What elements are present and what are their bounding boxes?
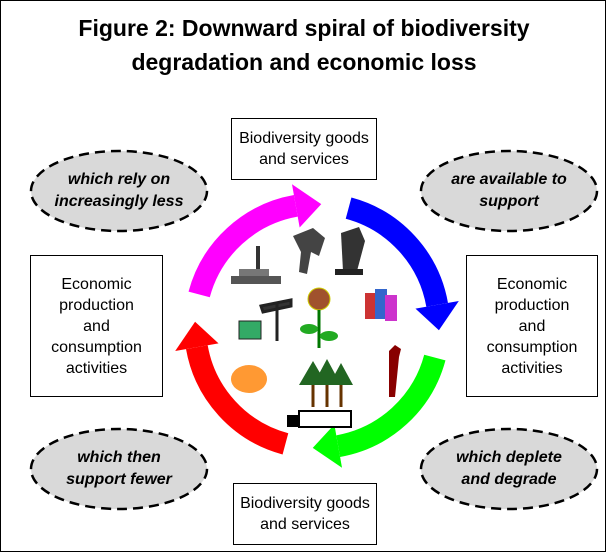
ring-arrow <box>349 208 438 305</box>
diagram: Figure 2: Downward spiral of biodiversit… <box>0 0 606 552</box>
oval-text: which rely on increasingly less <box>37 161 201 221</box>
ring-arrow <box>197 347 286 444</box>
box-text: Economic production and consumption acti… <box>482 274 582 379</box>
icons <box>231 227 401 427</box>
box-text: Economic production and consumption acti… <box>47 274 147 379</box>
ring-arrow <box>313 424 342 467</box>
box-top: Biodiversity goods and services <box>231 118 377 180</box>
box-text: Biodiversity goods and services <box>234 128 374 170</box>
box-right: Economic production and consumption acti… <box>466 255 598 397</box>
box-bottom: Biodiversity goods and services <box>233 483 377 545</box>
box-text: Biodiversity goods and services <box>235 493 375 535</box>
oval-text: which then support fewer <box>47 439 191 499</box>
box-left: Economic production and consumption acti… <box>30 255 163 397</box>
ring-arrow <box>415 301 458 330</box>
ring-arrow <box>338 358 435 447</box>
oval-text: which deplete and degrade <box>441 439 577 499</box>
title: Figure 2: Downward spiral of biodiversit… <box>41 11 567 79</box>
ring-arrow <box>175 322 218 351</box>
oval-text: are available to support <box>441 161 577 221</box>
ring-arrow <box>292 184 321 227</box>
